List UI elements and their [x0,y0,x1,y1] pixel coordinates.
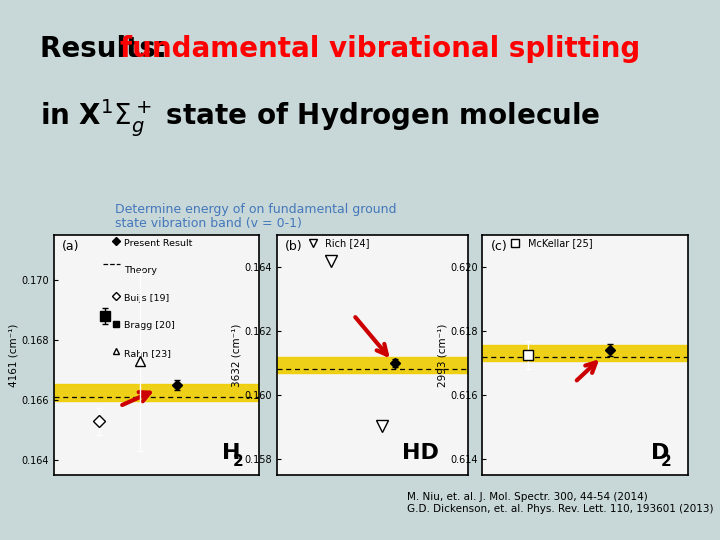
Y-axis label: 2993 (cm⁻¹): 2993 (cm⁻¹) [437,323,447,387]
Y-axis label: 3632 (cm⁻¹): 3632 (cm⁻¹) [232,323,242,387]
Bar [482,346,688,361]
Text: (c): (c) [490,240,508,253]
Text: HD: HD [402,443,438,463]
Text: Rich [24]: Rich [24] [325,239,369,248]
Text: Rahn [23]: Rahn [23] [124,349,171,358]
Text: McKellar [25]: McKellar [25] [528,239,592,248]
Y-axis label: 4161 (cm⁻¹): 4161 (cm⁻¹) [9,323,19,387]
Text: in X$^1\Sigma_g^+$ state of Hydrogen molecule: in X$^1\Sigma_g^+$ state of Hydrogen mol… [40,97,600,139]
Text: Theory: Theory [124,266,157,275]
Text: D: D [651,443,669,463]
Text: M. Niu, et. al. J. Mol. Spectr. 300, 44-54 (2014)
G.D. Dickenson, et. al. Phys. : M. Niu, et. al. J. Mol. Spectr. 300, 44-… [407,492,714,514]
Text: H: H [222,443,240,463]
Text: Determine energy of on fundamental ground
state vibration band (v = 0-1): Determine energy of on fundamental groun… [115,202,397,231]
Bar [54,384,259,401]
Text: 2: 2 [233,454,243,469]
Bar [277,357,468,373]
Text: Buijs [19]: Buijs [19] [124,294,169,303]
Text: fundamental vibrational splitting: fundamental vibrational splitting [120,35,641,63]
Text: (b): (b) [285,240,302,253]
Text: Bragg [20]: Bragg [20] [124,321,175,330]
Text: 2: 2 [661,454,672,469]
Text: (a): (a) [62,240,80,253]
Text: Present Result: Present Result [124,239,192,247]
Text: Results:: Results: [40,35,176,63]
